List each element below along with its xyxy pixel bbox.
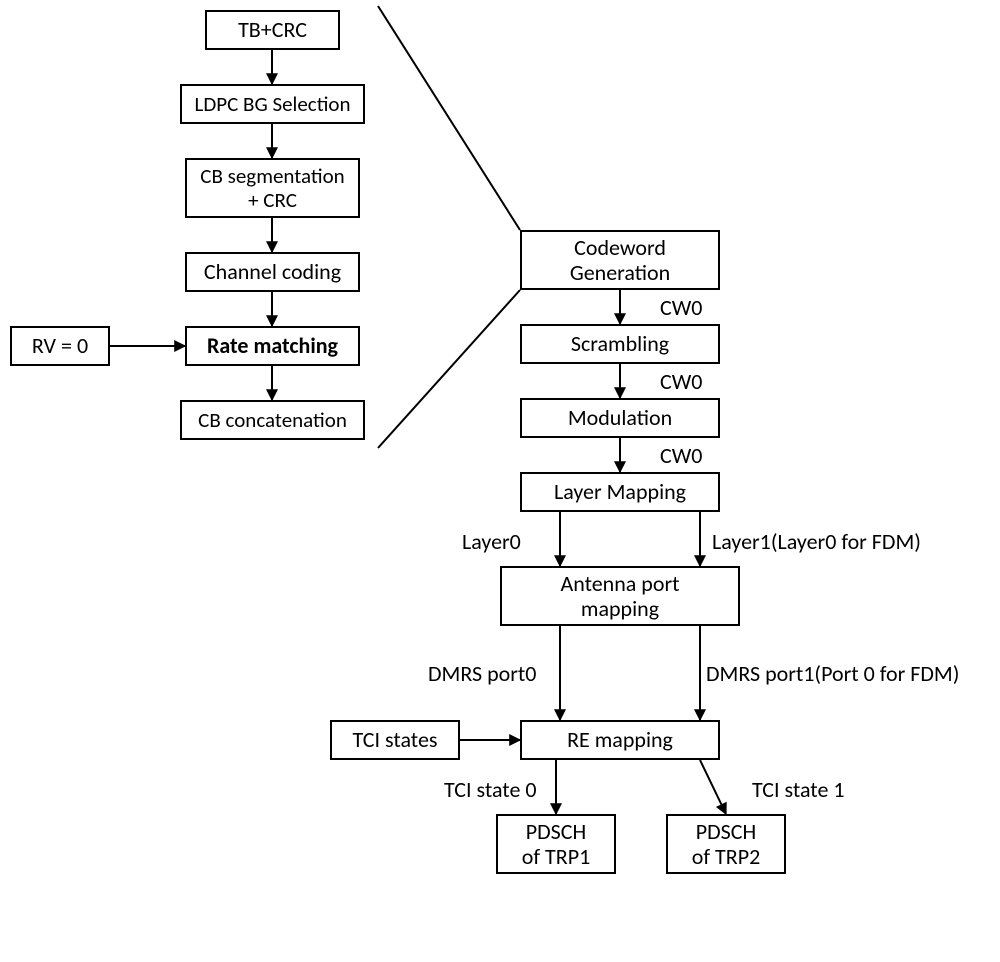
- label-text: TCI state 0: [444, 776, 537, 803]
- node-re-mapping: RE mapping: [520, 720, 720, 760]
- node-rate-matching: Rate matching: [185, 326, 360, 366]
- node-label: CB segmentation + CRC: [200, 164, 344, 212]
- node-label: Modulation: [568, 405, 672, 430]
- edge-label-layer0: Layer0: [462, 528, 521, 555]
- label-text: Layer0: [462, 528, 521, 555]
- node-cb-seg: CB segmentation + CRC: [185, 158, 360, 218]
- bracket-line: [378, 290, 520, 448]
- edge-label-cw0-c: CW0: [660, 442, 702, 469]
- label-text: DMRS port1(Port 0 for FDM): [706, 660, 959, 687]
- edge-label-cw0-b: CW0: [660, 368, 702, 395]
- edge-label-dmrs1: DMRS port1(Port 0 for FDM): [706, 660, 959, 687]
- node-label: Rate matching: [207, 333, 338, 358]
- edge-label-tci0: TCI state 0: [444, 776, 537, 803]
- node-label: LDPC BG Selection: [194, 92, 350, 116]
- edge-label-layer1: Layer1(Layer0 for FDM): [712, 528, 921, 555]
- label-text: CW0: [660, 442, 702, 469]
- node-label: TB+CRC: [238, 17, 307, 42]
- node-scrambling: Scrambling: [520, 324, 720, 364]
- edge-label-cw0-a: CW0: [660, 294, 702, 321]
- node-label: Antenna port mapping: [561, 571, 680, 622]
- node-ldpc: LDPC BG Selection: [180, 84, 365, 124]
- node-modulation: Modulation: [520, 398, 720, 438]
- node-channel-coding: Channel coding: [185, 252, 360, 292]
- node-label: Layer Mapping: [554, 479, 686, 504]
- bracket-line: [378, 6, 520, 230]
- label-text: DMRS port0: [428, 660, 536, 687]
- node-rv: RV = 0: [10, 326, 110, 366]
- edge-label-dmrs0: DMRS port0: [428, 660, 536, 687]
- edge-label-tci1: TCI state 1: [752, 776, 845, 803]
- node-label: RV = 0: [32, 333, 88, 358]
- node-cb-concat: CB concatenation: [180, 400, 365, 440]
- node-label: Scrambling: [571, 331, 669, 356]
- label-text: CW0: [660, 294, 702, 321]
- node-label: Channel coding: [204, 259, 341, 284]
- node-layer-mapping: Layer Mapping: [520, 472, 720, 512]
- edge-arrow: [700, 760, 726, 814]
- node-pdsch-trp1: PDSCH of TRP1: [496, 814, 616, 874]
- node-label: TCI states: [353, 727, 438, 752]
- node-label: PDSCH of TRP2: [692, 819, 760, 870]
- node-antenna-port-mapping: Antenna port mapping: [500, 566, 740, 626]
- node-label: Codeword Generation: [570, 235, 670, 286]
- node-label: RE mapping: [567, 727, 673, 752]
- label-text: Layer1(Layer0 for FDM): [712, 528, 921, 555]
- node-label: PDSCH of TRP1: [522, 819, 590, 870]
- node-tci-states: TCI states: [330, 720, 460, 760]
- node-tb-crc: TB+CRC: [205, 10, 340, 50]
- node-codeword-generation: Codeword Generation: [520, 230, 720, 290]
- label-text: TCI state 1: [752, 776, 845, 803]
- label-text: CW0: [660, 368, 702, 395]
- node-label: CB concatenation: [198, 408, 347, 432]
- node-pdsch-trp2: PDSCH of TRP2: [666, 814, 786, 874]
